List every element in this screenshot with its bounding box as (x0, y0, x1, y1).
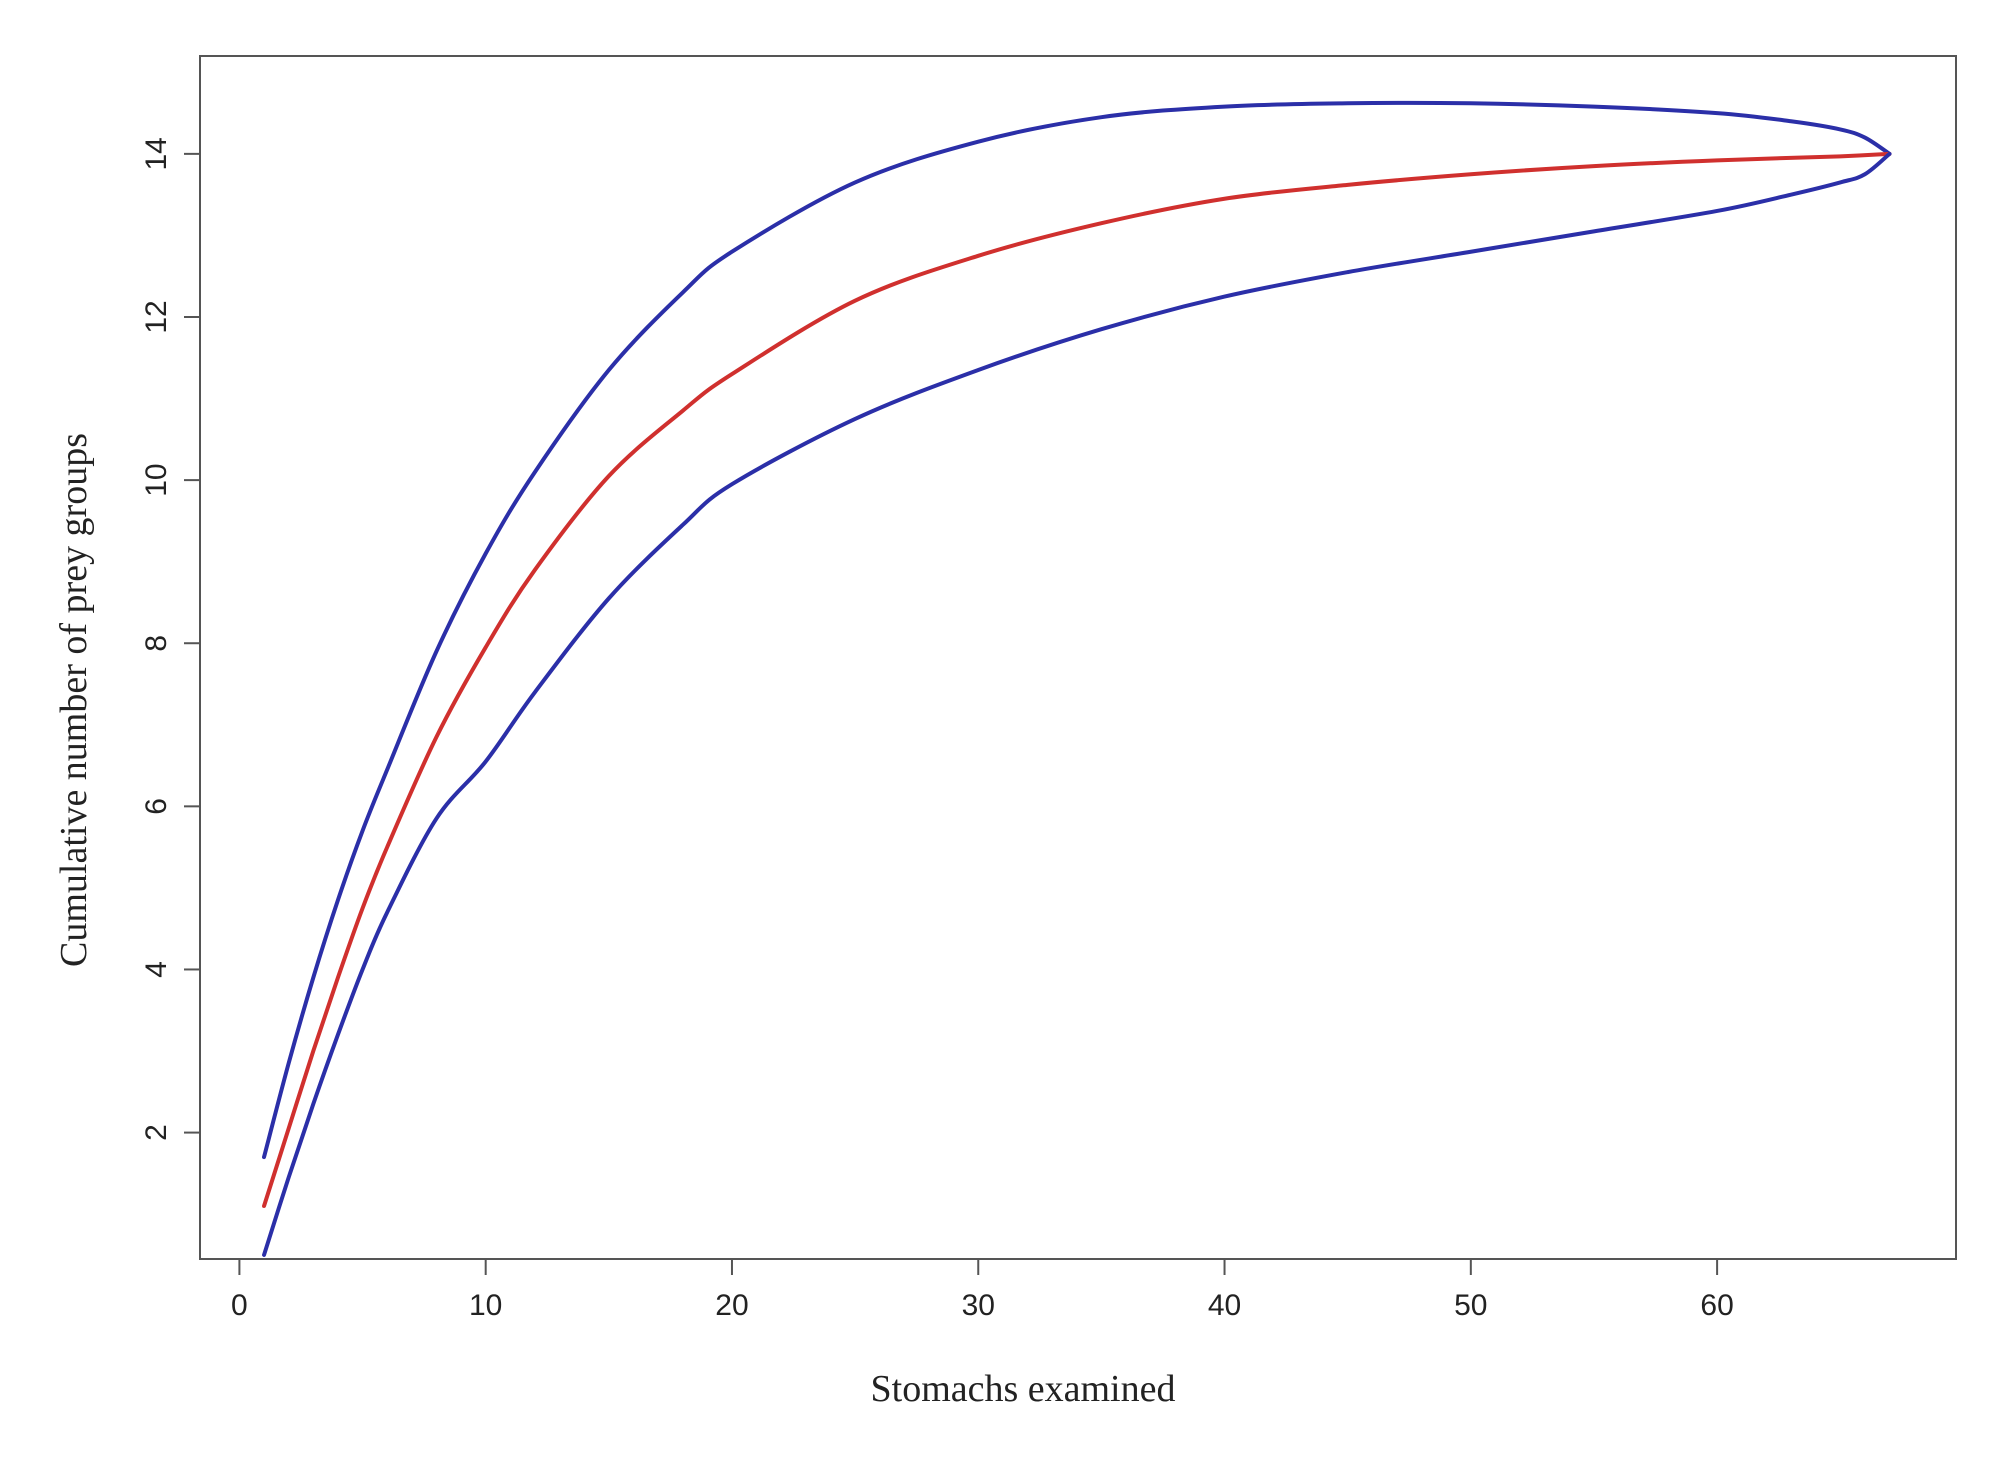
x-tick-label: 10 (469, 1289, 502, 1322)
y-tick-label: 12 (140, 300, 173, 333)
y-tick-label: 6 (140, 798, 173, 815)
y-axis-label: Cumulative number of prey groups (53, 433, 95, 967)
series-line-mean (262, 151, 1892, 1208)
x-tick-label: 0 (231, 1289, 248, 1322)
x-tick-label: 50 (1454, 1289, 1487, 1322)
x-tick-label: 20 (715, 1289, 748, 1322)
series-line-upper-bound (262, 100, 1892, 1160)
y-tick-label: 4 (140, 961, 173, 978)
series-line-lower-bound (262, 151, 1892, 1257)
x-tick-label: 40 (1208, 1289, 1241, 1322)
x-tick-label: 30 (962, 1289, 995, 1322)
y-axis: 2 4 6 8 10 12 14 (140, 137, 200, 1141)
y-tick-label: 10 (140, 463, 173, 496)
x-axis: 0 10 20 30 40 50 60 (231, 1259, 1734, 1322)
y-tick-label: 2 (140, 1124, 173, 1141)
series-layer (262, 100, 1892, 1257)
y-tick-label: 14 (140, 137, 173, 170)
plot-frame (199, 55, 1957, 1260)
x-tick-label: 60 (1700, 1289, 1733, 1322)
x-axis-label: Stomachs examined (871, 1368, 1176, 1410)
y-tick-label: 8 (140, 635, 173, 652)
